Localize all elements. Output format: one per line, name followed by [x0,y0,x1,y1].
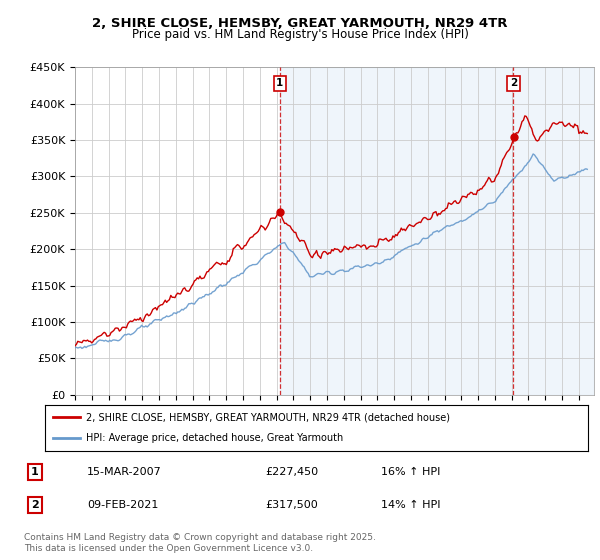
Text: 2: 2 [31,500,39,510]
Text: £317,500: £317,500 [265,500,318,510]
Text: HPI: Average price, detached house, Great Yarmouth: HPI: Average price, detached house, Grea… [86,433,343,444]
Text: 14% ↑ HPI: 14% ↑ HPI [380,500,440,510]
Text: Price paid vs. HM Land Registry's House Price Index (HPI): Price paid vs. HM Land Registry's House … [131,28,469,41]
Text: 09-FEB-2021: 09-FEB-2021 [87,500,158,510]
Text: 1: 1 [31,467,39,477]
Text: £227,450: £227,450 [265,467,319,477]
Text: 16% ↑ HPI: 16% ↑ HPI [380,467,440,477]
Text: 2, SHIRE CLOSE, HEMSBY, GREAT YARMOUTH, NR29 4TR (detached house): 2, SHIRE CLOSE, HEMSBY, GREAT YARMOUTH, … [86,412,450,422]
Text: 1: 1 [276,78,284,88]
Text: 2: 2 [510,78,517,88]
Text: 15-MAR-2007: 15-MAR-2007 [87,467,161,477]
Text: Contains HM Land Registry data © Crown copyright and database right 2025.
This d: Contains HM Land Registry data © Crown c… [24,533,376,553]
Bar [280,67,594,395]
Text: 2, SHIRE CLOSE, HEMSBY, GREAT YARMOUTH, NR29 4TR: 2, SHIRE CLOSE, HEMSBY, GREAT YARMOUTH, … [92,17,508,30]
